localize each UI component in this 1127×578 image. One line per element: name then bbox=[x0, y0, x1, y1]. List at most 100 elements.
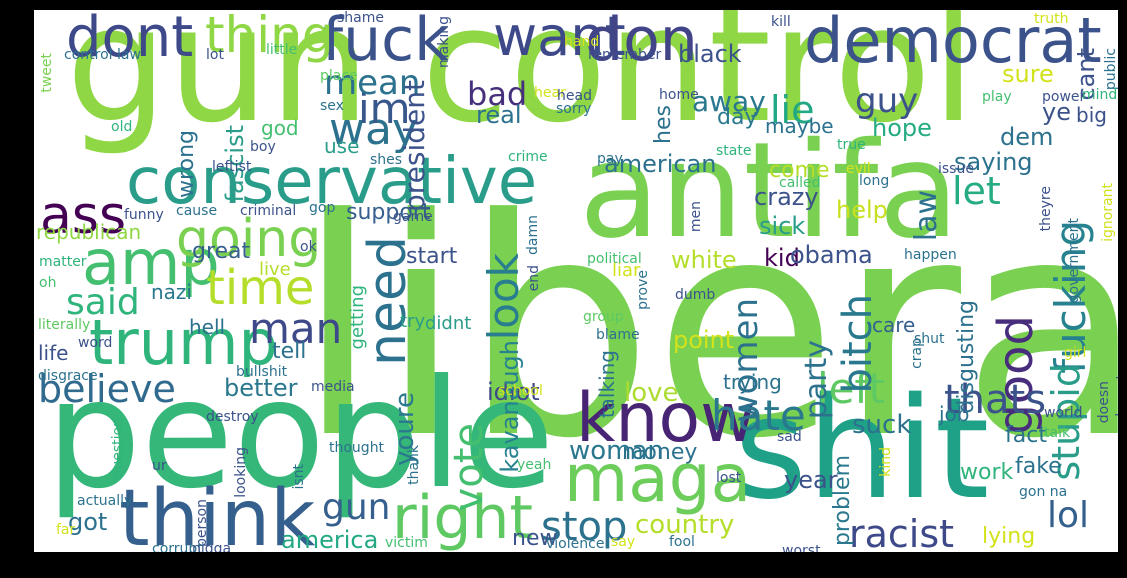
word-dem: dem bbox=[1000, 123, 1054, 151]
word-right: right bbox=[392, 483, 533, 552]
word-suck: suck bbox=[852, 410, 912, 440]
word-lol: lol bbox=[1047, 495, 1090, 536]
word-isnt: isnt bbox=[291, 464, 307, 490]
word-thats: thats bbox=[944, 377, 1047, 423]
word-law: law bbox=[909, 190, 944, 242]
word-ass: ass bbox=[40, 186, 127, 246]
word-real: real bbox=[476, 101, 522, 129]
word-crap: crap bbox=[909, 338, 925, 369]
word-sad: sad bbox=[777, 429, 802, 445]
word-happen: happen bbox=[904, 247, 957, 263]
word-use: use bbox=[324, 134, 360, 158]
word-thing: thing bbox=[205, 10, 334, 64]
word-wrong: wrong bbox=[174, 130, 199, 198]
word-president: president bbox=[398, 80, 431, 212]
word-maga: maga bbox=[564, 440, 752, 517]
word-fact: fact bbox=[1005, 423, 1047, 448]
word-public: public bbox=[1103, 48, 1118, 91]
word-thank: thank bbox=[406, 445, 422, 485]
word-evil: evil bbox=[846, 161, 871, 177]
word-shame: shame bbox=[337, 10, 384, 26]
word-hell: hell bbox=[189, 315, 226, 339]
word-try: try bbox=[400, 311, 426, 332]
word-don: don bbox=[585, 10, 698, 75]
word-saying: saying bbox=[954, 148, 1033, 176]
word-gon-na: gon na bbox=[1019, 484, 1068, 500]
word-word: word bbox=[78, 335, 113, 351]
word-american: american bbox=[604, 150, 717, 178]
word-theyre: theyre bbox=[1038, 186, 1054, 232]
word-hear: hear bbox=[534, 85, 566, 101]
word-didnt: didnt bbox=[425, 313, 472, 334]
word-women: women bbox=[726, 298, 766, 423]
word-way: way bbox=[329, 104, 418, 155]
word-racist: racist bbox=[849, 512, 955, 552]
word-thought: thought bbox=[329, 440, 385, 456]
word-hes: hes bbox=[651, 105, 676, 144]
word-shit: shit bbox=[734, 368, 990, 531]
word-liar: liar bbox=[612, 260, 641, 281]
word-lying: lying bbox=[982, 524, 1036, 549]
word-think: think bbox=[119, 474, 316, 552]
word-want: want bbox=[493, 10, 626, 68]
word-left: left bbox=[817, 364, 886, 413]
word-sorry: sorry bbox=[556, 101, 592, 117]
word-say: say bbox=[611, 534, 636, 550]
word-truth: truth bbox=[1034, 11, 1069, 27]
word-world: world bbox=[1044, 405, 1083, 421]
word-criminal: criminal bbox=[240, 203, 297, 219]
word-mean: mean bbox=[324, 63, 421, 103]
word-fool: fool bbox=[669, 534, 695, 550]
word-issue: issue bbox=[938, 161, 974, 177]
word-time: time bbox=[206, 260, 315, 316]
word-crazy: crazy bbox=[754, 183, 819, 211]
word-hate: hate bbox=[711, 391, 806, 440]
word-work: work bbox=[960, 460, 1014, 485]
word-kavanaugh: kavanaugh bbox=[496, 340, 524, 473]
word-live: live bbox=[259, 259, 291, 280]
word-job: job bbox=[939, 402, 970, 426]
word-girl: girl bbox=[1064, 345, 1087, 361]
word-im: im bbox=[358, 84, 411, 133]
word-nazi: nazi bbox=[151, 280, 192, 304]
word-gun-control: gun control bbox=[66, 10, 976, 158]
word-idiot: idiot bbox=[487, 378, 540, 406]
word-corrupt: corrupt bbox=[152, 541, 203, 552]
word-violence: violence bbox=[546, 536, 605, 552]
word-crime: crime bbox=[508, 149, 548, 165]
word-media: media bbox=[311, 379, 355, 395]
word-ye: ye bbox=[1042, 98, 1071, 126]
word-talk: talk bbox=[1044, 425, 1071, 441]
word-hand: hand bbox=[564, 34, 600, 50]
word-doesn: doesn bbox=[1096, 381, 1112, 424]
word-political: political bbox=[587, 251, 642, 267]
word-play: play bbox=[982, 89, 1012, 105]
word-people: people bbox=[46, 348, 555, 522]
word-men: men bbox=[688, 201, 704, 233]
word-mind: mind bbox=[1082, 87, 1118, 103]
word-hope: hope bbox=[872, 114, 932, 142]
word-liberal: liberal bbox=[296, 155, 1118, 504]
word-let: let bbox=[952, 169, 1001, 213]
word-dumb: dumb bbox=[675, 287, 716, 303]
word-looking: looking bbox=[233, 447, 249, 498]
word-tweet: tweet bbox=[39, 53, 55, 93]
word-america: america bbox=[281, 526, 379, 552]
word-ur: ur bbox=[152, 458, 167, 474]
word-little: little bbox=[266, 42, 298, 58]
word-power: power bbox=[1042, 89, 1086, 105]
word-trying: trying bbox=[723, 370, 782, 394]
word-disgusting: disgusting bbox=[954, 300, 979, 414]
word-sex: sex bbox=[320, 98, 344, 114]
word-long: long bbox=[859, 173, 890, 189]
word-lie: lie bbox=[770, 88, 815, 132]
word-kill: kill bbox=[771, 14, 791, 30]
word-doesnt: doesnt bbox=[1114, 374, 1118, 422]
word-called: called bbox=[779, 175, 821, 191]
word-remember: remember bbox=[588, 47, 662, 63]
word-making: making bbox=[436, 16, 452, 68]
word-place: place bbox=[320, 68, 358, 84]
word-going: going bbox=[176, 209, 322, 269]
word-gop: gop bbox=[309, 200, 336, 216]
